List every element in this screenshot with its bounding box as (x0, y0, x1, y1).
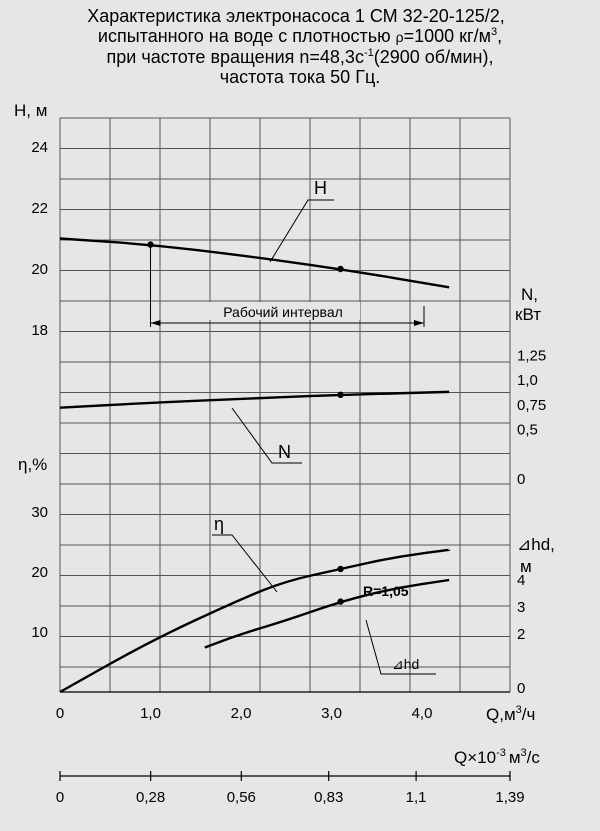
tick-label-x2: 1,1 (406, 789, 427, 806)
curve-label-eta: η (214, 514, 224, 534)
y-axis-label-eta: η,% (18, 455, 47, 474)
data-point-H (337, 265, 344, 273)
leader-N (231, 407, 302, 464)
curve-label-N: N (278, 442, 291, 462)
tick-label-x2: 0,28 (136, 789, 165, 806)
tick-label-N: 1,0 (517, 372, 538, 389)
data-point-eta (337, 565, 344, 573)
tick-label-Q: 3,0 (321, 705, 342, 722)
x-axis-label: Q,м3/ч (486, 704, 535, 724)
tick-label-dh: 2 (517, 626, 525, 643)
tick-label-x2: 1,39 (495, 789, 524, 806)
R-label: R=1,05 (363, 583, 409, 599)
curve-label-dh: ⊿hd (392, 656, 419, 672)
chart-markers (147, 241, 344, 605)
curve-label-H: Н (314, 178, 327, 198)
tick-label-eta: 10 (31, 624, 48, 641)
y-axis-label-N-1: N, (521, 285, 538, 304)
tick-label-H: 18 (31, 322, 48, 339)
tick-label-eta: 30 (31, 504, 48, 521)
chart-tick-labels: 18 20 22 24 10 20 30 0 0,5 0,75 1,0 1,25 0 2 3 4 0 1,0 2,0… (31, 139, 546, 806)
tick-label-x2: 0 (56, 789, 64, 806)
tick-label-N: 0,5 (517, 422, 538, 439)
series-line-eta (59, 548, 450, 694)
tick-label-x2: 0,56 (227, 789, 256, 806)
tick-label-dh: 0 (517, 680, 525, 697)
tick-label-dh: 3 (517, 599, 525, 616)
data-point-H (147, 241, 154, 248)
leader-dh (365, 619, 436, 675)
tick-label-Q: 4,0 (412, 705, 433, 722)
title-line-3: при частоте вращения n=48,3с-1(2900 об/м… (106, 47, 494, 67)
series-line-N (59, 390, 450, 409)
title-line-4: частота тока 50 Гц. (219, 67, 381, 87)
y-axis-label-dh-1: ⊿hd, (517, 535, 555, 554)
y-axis-label-dh-2: м (520, 557, 532, 576)
chart-grid (59, 117, 511, 693)
operating-range-label-bg (206, 302, 360, 320)
x2-axis-label: Q×10-3 м3/с (454, 747, 540, 767)
chart-series (59, 237, 450, 694)
leader-H (269, 199, 334, 263)
tick-label-Q: 2,0 (231, 705, 252, 722)
data-point-dh (337, 598, 344, 605)
operating-range-label: Рабочий интервал (223, 304, 343, 320)
title-line-2: испытанного на воде с плотностью ρ=1000 … (97, 26, 503, 46)
tick-label-H: 22 (31, 200, 48, 217)
tick-label-H: 24 (31, 139, 48, 156)
series-line-dh (204, 578, 450, 649)
data-point-N (337, 391, 344, 399)
tick-label-x2: 0,83 (314, 789, 343, 806)
leader-eta (212, 534, 278, 593)
chart-annotations: Рабочий интервал Н Nη ⊿hd R=1,05 (59, 178, 511, 781)
tick-label-N: 0,75 (517, 397, 546, 414)
tick-label-N: 0 (517, 471, 525, 488)
operating-range-arrowhead-left (150, 320, 161, 326)
tick-label-Q: 1,0 (140, 705, 161, 722)
series-line-H (59, 237, 450, 289)
tick-label-Q: 0 (56, 705, 64, 722)
tick-label-eta: 20 (31, 564, 48, 581)
y-axis-label-N-2: кВт (515, 305, 541, 324)
chart-title: Характеристика электронасоса 1 СМ 32-20-… (0, 6, 600, 87)
y-axis-label-H: Н, м (14, 101, 47, 120)
title-line-1: Характеристика электронасоса 1 СМ 32-20-… (87, 6, 505, 26)
tick-label-H: 20 (31, 261, 48, 278)
tick-label-dh: 4 (517, 572, 525, 589)
tick-label-N: 1,25 (517, 347, 546, 364)
operating-range-arrowhead-right (414, 320, 424, 326)
